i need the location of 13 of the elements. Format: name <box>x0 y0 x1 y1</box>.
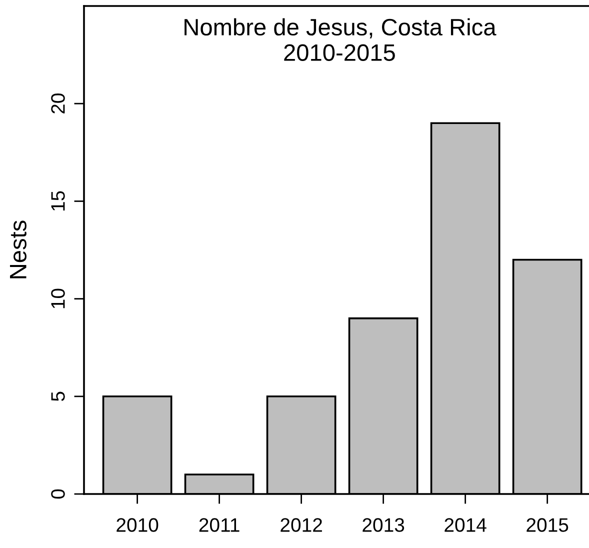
x-tick-label: 2012 <box>280 518 322 532</box>
y-tick-label: 10 <box>51 288 65 308</box>
x-tick-label: 2010 <box>116 518 158 532</box>
x-tick-label: 2015 <box>526 518 568 532</box>
y-axis-title: Nests <box>10 220 26 278</box>
y-tick-label: 5 <box>51 392 65 402</box>
x-tick-label: 2011 <box>199 518 240 532</box>
text: Nombre de Jesus, Costa Rica 2010-2015 <box>184 18 496 61</box>
x-tick-label: 2014 <box>444 518 486 532</box>
y-tick-label: 20 <box>51 94 65 114</box>
y-tick-label: 15 <box>51 191 65 211</box>
y-tick-label: 0 <box>51 489 65 499</box>
x-tick-label: 2013 <box>362 518 404 532</box>
